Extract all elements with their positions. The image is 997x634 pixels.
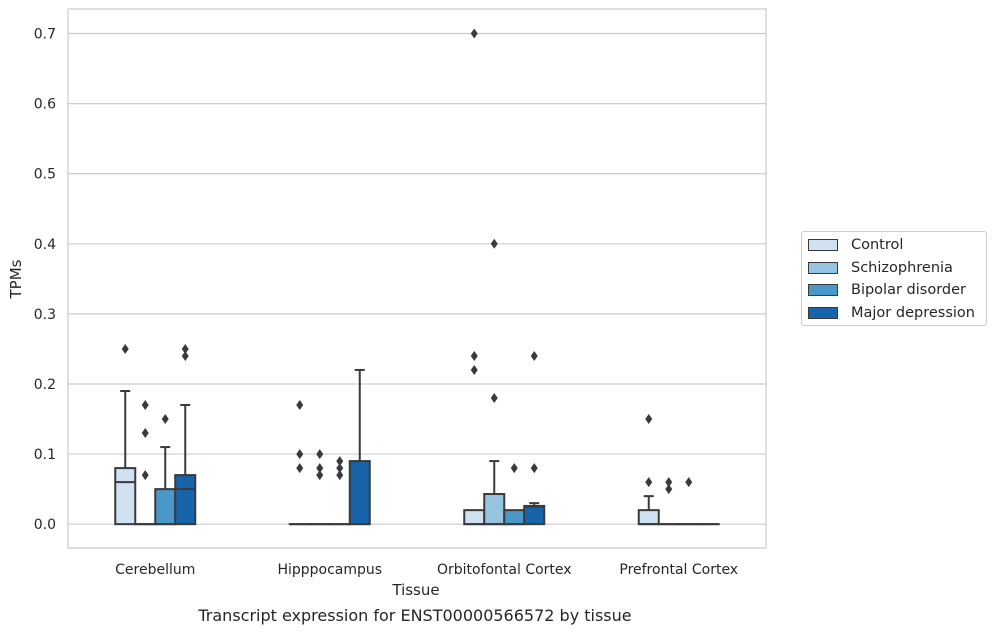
legend-label-major-depression: Major depression [851, 305, 975, 321]
outlier-point [181, 343, 189, 354]
legend-swatch-control [808, 239, 838, 251]
outlier-point [296, 449, 304, 460]
series-bipolar-disorder [154, 414, 700, 526]
outlier-point [296, 463, 304, 474]
outlier-point [490, 393, 498, 404]
box-body [463, 509, 486, 526]
x-tick-label: Hipppocampus [277, 562, 382, 578]
box-bipolar-disorder-prefrontal-cortex [677, 477, 700, 526]
box-bipolar-disorder-hipppocampus [328, 456, 351, 526]
outlier-point [316, 463, 324, 474]
outlier-point [181, 350, 189, 361]
legend-item-schizophrenia: Schizophrenia [808, 258, 953, 278]
y-tick-label: 0.0 [34, 517, 56, 533]
box-control-prefrontal-cortex [637, 414, 660, 526]
outlier-point [530, 463, 538, 474]
y-axis-ticks: 0.0 0.1 0.2 0.3 0.4 0.5 0.6 0.7 [34, 27, 56, 534]
outlier-point [316, 470, 324, 481]
boxes-layer [114, 28, 720, 526]
outlier-point [336, 456, 344, 467]
x-tick-label: Orbitofontal Cortex [437, 562, 572, 578]
y-tick-label: 0.3 [34, 307, 56, 323]
box-major-depression-orbitofontal-cortex [523, 350, 546, 526]
box-body [637, 509, 660, 526]
outlier-point [645, 414, 653, 425]
box-schizophrenia-orbitofontal-cortex [483, 238, 506, 526]
y-axis-title: TPMs [7, 259, 25, 299]
box-body [348, 460, 371, 526]
outlier-point [470, 28, 478, 39]
box-major-depression-hipppocampus [348, 368, 371, 526]
outlier-point [336, 463, 344, 474]
legend-label-schizophrenia: Schizophrenia [851, 260, 953, 276]
outlier-point [316, 449, 324, 460]
outlier-point [530, 350, 538, 361]
chart-caption: Transcript expression for ENST0000056657… [198, 606, 632, 625]
legend-item-control: Control [808, 235, 903, 255]
gridlines [68, 32, 766, 525]
outlier-point [470, 350, 478, 361]
box-body [114, 467, 137, 526]
box-control-hipppocampus [288, 400, 311, 526]
legend-swatch-bipolar-disorder [808, 284, 838, 296]
legend-item-major-depression: Major depression [808, 303, 975, 323]
x-tick-label: Prefrontal Cortex [619, 562, 738, 578]
outlier-point [490, 238, 498, 249]
outlier-point [296, 400, 304, 411]
legend-item-bipolar-disorder: Bipolar disorder [808, 280, 966, 300]
series-major-depression [174, 343, 720, 526]
outlier-point [510, 463, 518, 474]
y-tick-label: 0.6 [34, 97, 56, 113]
box-bipolar-disorder-orbitofontal-cortex [503, 463, 526, 526]
legend-label-bipolar-disorder: Bipolar disorder [851, 282, 966, 298]
series-control [114, 28, 660, 526]
y-tick-label: 0.7 [34, 27, 56, 43]
y-tick-label: 0.5 [34, 167, 56, 183]
y-tick-label: 0.2 [34, 377, 56, 393]
box-major-depression-cerebellum [174, 343, 197, 526]
outlier-point [121, 343, 129, 354]
outlier-point [141, 400, 149, 411]
outlier-point [141, 428, 149, 439]
box-control-orbitofontal-cortex [463, 28, 486, 526]
box-body [483, 493, 506, 526]
outlier-point [645, 477, 653, 488]
box-schizophrenia-prefrontal-cortex [657, 477, 680, 526]
outlier-point [336, 470, 344, 481]
box-body [503, 509, 526, 526]
outlier-point [665, 477, 673, 488]
outlier-point [161, 414, 169, 425]
y-tick-label: 0.4 [34, 237, 56, 253]
x-tick-label: Cerebellum [115, 562, 195, 578]
box-body [174, 474, 197, 526]
outlier-point [141, 470, 149, 481]
legend-swatch-major-depression [808, 307, 838, 319]
box-body [154, 488, 177, 526]
legend-label-control: Control [851, 237, 904, 253]
box-bipolar-disorder-cerebellum [154, 414, 177, 526]
box-control-cerebellum [114, 343, 137, 526]
legend: Control Schizophrenia Bipolar disorder M… [801, 231, 987, 326]
box-schizophrenia-hipppocampus [308, 449, 331, 526]
box-schizophrenia-cerebellum [134, 400, 157, 526]
x-axis-title: Tissue [391, 581, 439, 599]
outlier-point [685, 477, 693, 488]
outlier-point [470, 364, 478, 375]
series-schizophrenia [134, 238, 680, 526]
box-body [523, 504, 546, 526]
plot-area-frame [67, 8, 767, 549]
x-axis-ticks: Cerebellum Hipppocampus Orbitofontal Corte… [115, 562, 738, 578]
legend-swatch-schizophrenia [808, 262, 838, 274]
outlier-point [665, 484, 673, 495]
y-tick-label: 0.1 [34, 447, 56, 463]
